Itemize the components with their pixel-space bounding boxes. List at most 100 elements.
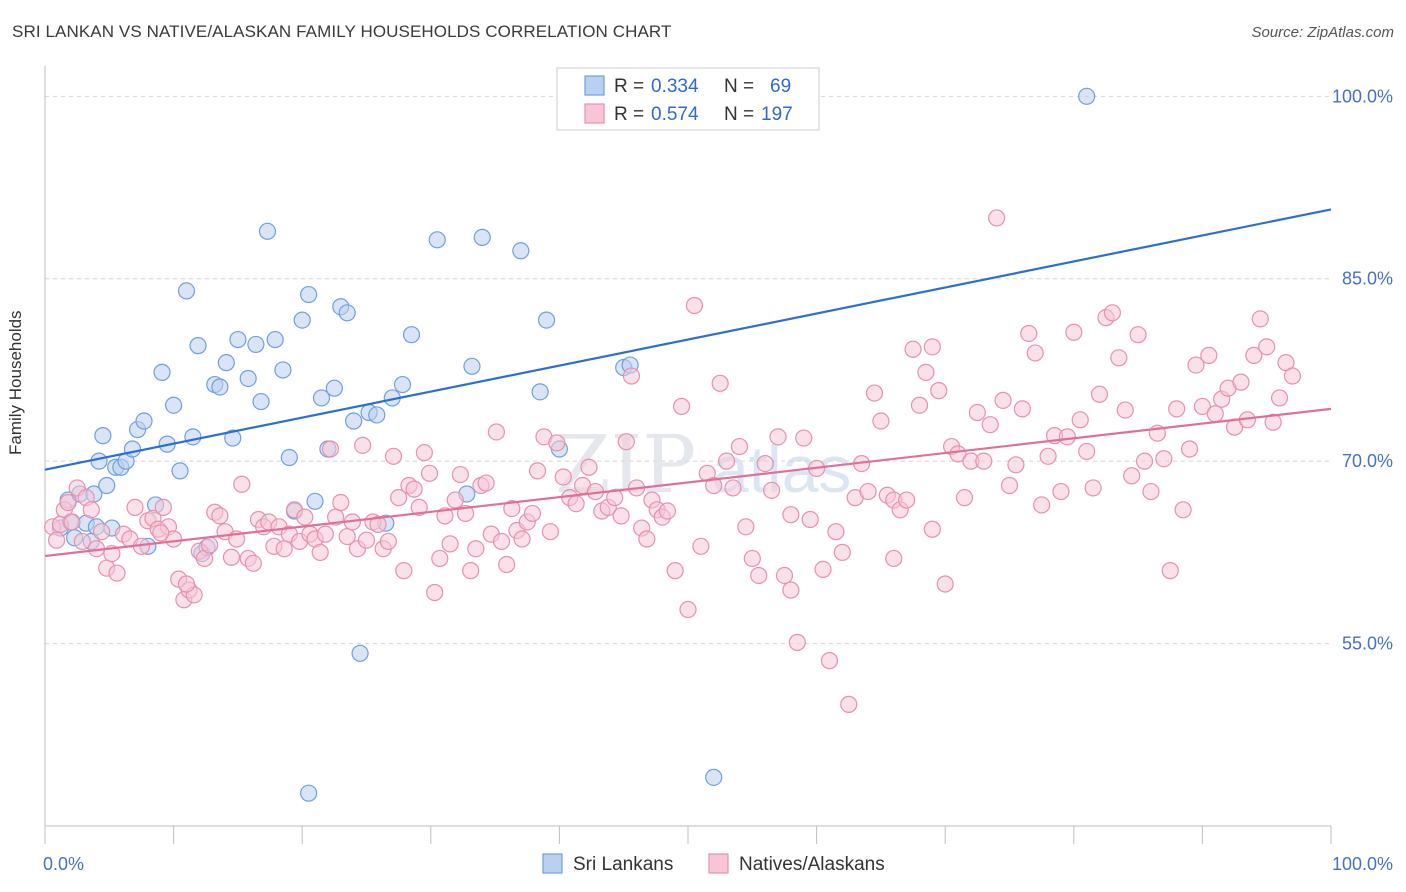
natives-alaskans-point <box>567 495 585 513</box>
natives-alaskans-point <box>1000 476 1019 495</box>
natives-alaskans-point <box>840 695 858 713</box>
natives-alaskans-point <box>379 532 397 551</box>
natives-alaskans-point <box>859 482 877 501</box>
natives-alaskans-point <box>467 540 485 558</box>
natives-alaskans-point <box>201 536 219 554</box>
natives-alaskans-point <box>321 440 340 458</box>
natives-alaskans-point <box>679 600 697 619</box>
natives-alaskans-point <box>332 493 350 512</box>
natives-alaskans-point <box>154 498 172 516</box>
natives-alaskans-point <box>750 566 768 585</box>
natives-alaskans-point <box>316 525 334 543</box>
natives-alaskans-point <box>672 397 691 416</box>
sri-lankans-point <box>473 228 491 246</box>
sri-lankans-point <box>351 644 369 662</box>
natives-alaskans-point <box>730 437 749 456</box>
sri-lankans-point <box>293 311 311 329</box>
legend-n-label: N = <box>724 104 754 125</box>
natives-alaskans-point <box>1200 346 1218 364</box>
natives-alaskans-point <box>885 549 903 568</box>
natives-alaskans-point <box>1084 479 1102 497</box>
natives-alaskans-point <box>1206 405 1224 423</box>
sri-lankans-point <box>98 476 116 495</box>
sri-lankans-point <box>274 361 292 379</box>
natives-alaskans-point <box>177 575 196 593</box>
natives-alaskans-point <box>492 532 511 551</box>
sri-lankans-point <box>325 379 343 397</box>
natives-alaskans-point <box>108 564 126 582</box>
sri-lankans-point <box>312 389 331 407</box>
natives-alaskans-point <box>503 499 521 518</box>
natives-alaskans-point <box>1180 440 1199 458</box>
natives-alaskans-point <box>384 447 403 465</box>
natives-alaskans-point <box>795 429 813 447</box>
natives-alaskans-point <box>580 458 598 476</box>
natives-alaskans-point <box>638 530 656 548</box>
natives-alaskans-point <box>47 531 66 549</box>
natives-alaskans-point <box>988 209 1006 227</box>
sri-lankans-trend-line <box>44 208 1332 471</box>
sri-lankans-point <box>229 330 247 349</box>
natives-alaskans-point <box>244 554 262 572</box>
natives-alaskans-point <box>152 524 170 542</box>
natives-alaskans-point <box>59 493 77 512</box>
natives-alaskans-point <box>415 444 433 462</box>
legend-n-value: 69 <box>770 76 791 97</box>
natives-alaskans-point <box>910 396 929 414</box>
natives-alaskans-point <box>1258 338 1276 356</box>
natives-alaskans-point <box>1251 310 1269 328</box>
natives-alaskans-point <box>311 543 329 561</box>
axes: 55.0% 70.0% 85.0% 100.0% <box>44 66 1393 844</box>
sri-lankans-point <box>123 440 142 458</box>
legend-r-value: 0.334 <box>651 76 699 97</box>
natives-alaskans-point <box>1090 385 1109 403</box>
natives-alaskans-point <box>1065 323 1083 341</box>
natives-alaskans-point <box>904 340 922 358</box>
natives-alaskans-point <box>436 507 454 525</box>
sri-lankans-point <box>247 335 265 354</box>
natives-alaskans-point <box>724 479 742 497</box>
natives-alaskans-point <box>1071 411 1089 429</box>
natives-alaskans-point <box>968 403 986 422</box>
bottom-legend-label: Natives/Alaskans <box>739 854 885 875</box>
natives-alaskans-point <box>462 562 480 580</box>
natives-alaskans-point <box>1264 413 1282 431</box>
sri-lankans-point <box>300 784 318 802</box>
natives-alaskans-point <box>814 560 832 578</box>
natives-alaskans-point <box>820 652 839 670</box>
natives-alaskans-point <box>606 489 624 507</box>
sri-lankans-point <box>217 354 235 372</box>
natives-alaskans-point <box>949 445 967 463</box>
natives-alaskans-point <box>73 532 91 551</box>
natives-alaskans-point <box>92 523 111 541</box>
natives-alaskans-point <box>1245 346 1263 364</box>
sri-lankans-point <box>306 492 324 510</box>
natives-alaskans-point <box>612 507 630 525</box>
sri-lankans-point <box>184 428 202 446</box>
legend-r-label: R = <box>614 104 644 125</box>
natives-alaskans-point <box>981 416 999 434</box>
sri-lankans-point <box>368 406 386 424</box>
natives-alaskans-point <box>658 502 677 520</box>
natives-alaskans-point <box>1283 367 1302 385</box>
x-tick-label-max: 100.0% <box>1332 854 1393 874</box>
natives-alaskans-point <box>541 523 559 541</box>
chart-title: SRI LANKAN VS NATIVE/ALASKAN FAMILY HOUS… <box>12 22 672 41</box>
natives-alaskans-point <box>1174 501 1192 519</box>
natives-alaskans-point <box>1270 389 1289 407</box>
natives-alaskans-point <box>833 543 851 561</box>
y-tick-label: 100.0% <box>1332 86 1393 106</box>
natives-alaskans-point <box>705 476 723 495</box>
sri-lankans-point <box>280 448 298 467</box>
bottom-legend-swatch-natives-alaskans <box>708 853 729 874</box>
natives-alaskans-point <box>1135 452 1154 470</box>
natives-alaskans-point <box>1103 304 1121 322</box>
natives-alaskans-point <box>1129 326 1147 344</box>
natives-alaskans-point <box>762 481 781 499</box>
sri-lankans-point <box>239 369 257 388</box>
natives-alaskans-point <box>1142 482 1160 501</box>
natives-alaskans-point <box>390 489 408 507</box>
sri-lankans-point <box>224 429 242 447</box>
natives-alaskans-point <box>666 562 684 580</box>
natives-alaskans-point <box>1020 324 1038 343</box>
